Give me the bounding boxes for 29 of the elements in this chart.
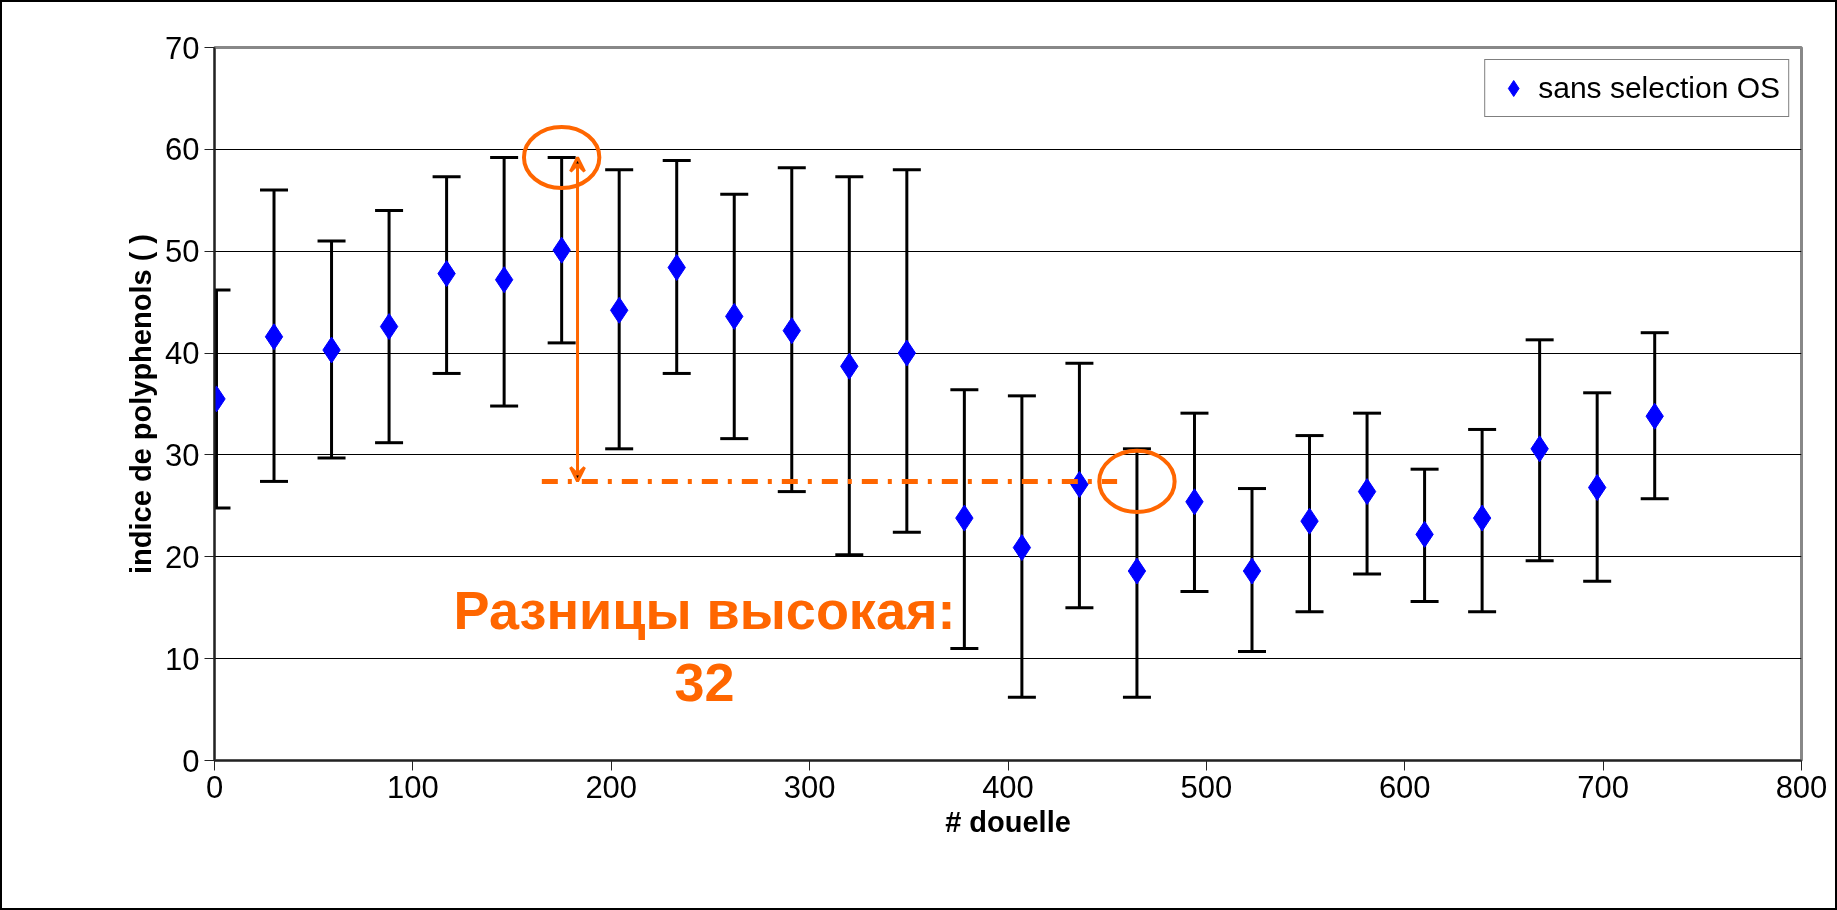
x-tick-label: 400 [982,769,1034,805]
y-tick-label: 0 [182,743,200,779]
point [1242,557,1262,585]
y-tick-label: 50 [165,234,200,270]
x-tick-label: 500 [1180,769,1233,805]
point [379,313,399,341]
x-tick-label: 800 [1775,769,1828,805]
point [1357,478,1377,506]
y-tick-label: 70 [165,30,200,66]
x-axis-title: # douelle [945,805,1071,838]
point [264,323,284,351]
x-tick-label: 200 [585,769,638,805]
y-tick-label: 40 [165,336,200,372]
x-tick-label: 0 [205,769,224,805]
point [1012,534,1032,562]
y-tick-label: 30 [165,437,200,473]
annotation: Разницы высокая: 32 [453,579,956,712]
x-tick-label: 300 [783,769,836,805]
x-tick-label: 100 [387,769,439,805]
point [1472,504,1492,532]
x-tick-label: 700 [1577,769,1629,805]
point [494,266,514,294]
y-axis-title: indice de polyphenols ( ) [125,234,158,574]
point [1127,557,1147,585]
x-tick-label: 600 [1378,769,1431,805]
legend-label: sans selection OS [1538,71,1780,105]
y-tick-label: 10 [165,641,200,677]
y-tick-label: 20 [165,539,200,575]
y-tick-label: 60 [165,132,200,168]
